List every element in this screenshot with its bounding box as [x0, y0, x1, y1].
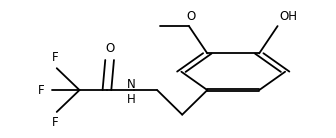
Text: H: H [127, 93, 136, 106]
Text: O: O [105, 42, 114, 55]
Text: F: F [52, 51, 58, 64]
Text: F: F [38, 84, 45, 97]
Text: N: N [127, 78, 136, 91]
Text: O: O [186, 10, 195, 23]
Text: OH: OH [279, 10, 297, 23]
Text: F: F [52, 116, 58, 129]
